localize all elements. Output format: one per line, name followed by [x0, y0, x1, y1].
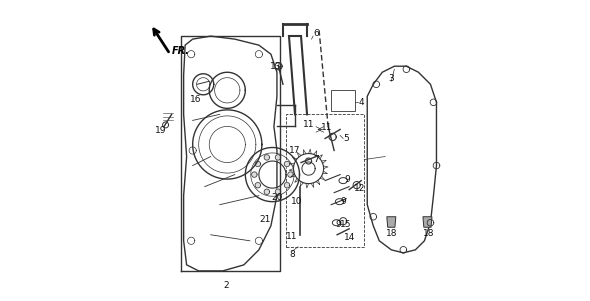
Text: 9: 9	[336, 220, 342, 229]
Polygon shape	[288, 172, 293, 177]
Text: 12: 12	[354, 184, 365, 193]
Polygon shape	[423, 217, 432, 227]
Text: 13: 13	[270, 62, 281, 71]
Polygon shape	[284, 161, 290, 167]
Text: 9: 9	[345, 175, 350, 184]
Text: 18: 18	[422, 229, 434, 238]
Text: 11: 11	[321, 123, 332, 132]
Text: 7: 7	[313, 155, 319, 164]
Text: 4: 4	[358, 98, 364, 107]
Text: 16: 16	[190, 95, 201, 104]
Polygon shape	[252, 172, 257, 177]
Polygon shape	[264, 189, 270, 194]
Text: 10: 10	[291, 197, 302, 206]
Text: 11: 11	[303, 120, 314, 129]
Text: 5: 5	[343, 134, 349, 143]
Text: 17: 17	[289, 146, 301, 155]
Polygon shape	[276, 155, 281, 160]
Text: 6: 6	[313, 29, 319, 38]
Polygon shape	[276, 189, 281, 194]
Text: 14: 14	[343, 233, 355, 242]
Text: 8: 8	[289, 250, 295, 259]
Polygon shape	[284, 182, 290, 188]
Polygon shape	[387, 217, 396, 227]
Text: 2: 2	[223, 281, 228, 290]
Text: 3: 3	[388, 74, 394, 83]
Text: FR.: FR.	[172, 46, 189, 56]
Text: 9: 9	[340, 197, 346, 206]
Text: 15: 15	[340, 220, 351, 229]
Text: 20: 20	[271, 193, 283, 202]
Text: 18: 18	[386, 229, 397, 238]
Polygon shape	[255, 182, 261, 188]
Polygon shape	[255, 161, 261, 167]
Text: 19: 19	[155, 126, 167, 135]
Polygon shape	[264, 155, 270, 160]
Text: 21: 21	[259, 215, 271, 224]
Text: 11: 11	[286, 232, 298, 241]
